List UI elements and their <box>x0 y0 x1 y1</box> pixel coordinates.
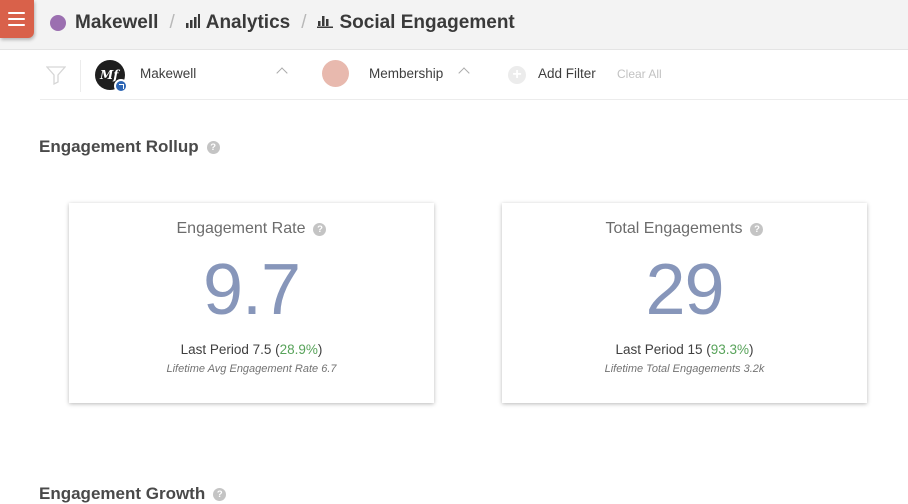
question-circle-icon[interactable]: ? <box>313 222 327 236</box>
last-period-prefix: Last Period 15 ( <box>615 342 711 357</box>
question-circle-icon[interactable]: ? <box>750 222 764 236</box>
bar-chart-icon <box>185 14 200 28</box>
last-period-suffix: ) <box>749 342 754 357</box>
engagement-rollup-title: Engagement Rollup <box>39 137 199 156</box>
card-title: Engagement Rate ? <box>69 220 434 238</box>
card-title: Total Engagements ? <box>502 220 867 238</box>
engagement-growth-heading: Engagement Growth ? <box>39 484 227 504</box>
lifetime-text: Lifetime Avg Engagement Rate 6.7 <box>166 363 337 375</box>
total-engagements-card: Total Engagements ? 29 Last Period 15 (9… <box>502 203 867 403</box>
bar-chart-icon <box>317 16 334 28</box>
menu-button[interactable] <box>0 0 34 38</box>
clear-all-button[interactable]: Clear All <box>617 67 662 81</box>
top-bar: Makewell / Analytics / Social Engagement <box>0 0 908 50</box>
filter-divider <box>80 60 81 92</box>
add-filter-button[interactable]: Add Filter <box>538 66 596 81</box>
menu-icon-line <box>8 18 25 20</box>
card-title-label: Total Engagements <box>605 220 743 237</box>
menu-icon-line <box>8 24 25 26</box>
last-period-prefix: Last Period 7.5 ( <box>180 342 280 357</box>
last-period-suffix: ) <box>317 342 323 357</box>
breadcrumb-separator: / <box>301 12 307 33</box>
engagement-rollup-heading: Engagement Rollup ? <box>39 137 220 157</box>
breadcrumb-analytics-label: Analytics <box>205 12 291 33</box>
chevron-up-icon[interactable] <box>458 67 470 79</box>
engagement-growth-title: Engagement Growth <box>39 484 206 503</box>
org-color-dot <box>50 15 66 31</box>
last-period-text: Last Period 7.5 (28.9%) <box>69 342 434 357</box>
breadcrumb-page: Social Engagement <box>317 12 515 34</box>
breadcrumb: Makewell / Analytics / Social Engagement <box>50 0 515 46</box>
question-circle-icon[interactable]: ? <box>206 140 220 154</box>
account-avatar[interactable]: Mf <box>95 60 128 93</box>
chevron-up-icon[interactable] <box>276 67 288 79</box>
filter-bar: Mf Makewell Membership + Add Filter Clea… <box>40 52 908 100</box>
breadcrumb-org[interactable]: Makewell <box>75 12 159 33</box>
account-logo-icon: Mf <box>100 68 119 82</box>
share-badge-icon <box>114 79 128 93</box>
membership-filter-label[interactable]: Membership <box>369 66 444 81</box>
lifetime-text: Lifetime Total Engagements 3.2k <box>604 363 765 375</box>
funnel-icon[interactable] <box>46 65 66 85</box>
metric-value: 29 <box>645 250 724 330</box>
change-percent: 28.9% <box>279 342 318 357</box>
engagement-rate-card: Engagement Rate ? 9.7 Last Period 7.5 (2… <box>69 203 434 403</box>
card-title-label: Engagement Rate <box>176 220 306 237</box>
question-circle-icon[interactable]: ? <box>213 487 227 501</box>
membership-avatar[interactable] <box>322 60 349 87</box>
last-period-text: Last Period 15 (93.3%) <box>502 342 867 357</box>
breadcrumb-separator: / <box>169 12 175 33</box>
change-percent: 93.3% <box>710 342 750 357</box>
account-filter-label[interactable]: Makewell <box>140 66 197 81</box>
metric-value: 9.7 <box>202 250 301 330</box>
page-title: Social Engagement <box>339 12 515 33</box>
breadcrumb-analytics[interactable]: Analytics <box>185 12 291 34</box>
menu-icon-line <box>8 12 25 14</box>
plus-circle-icon[interactable]: + <box>508 66 526 84</box>
